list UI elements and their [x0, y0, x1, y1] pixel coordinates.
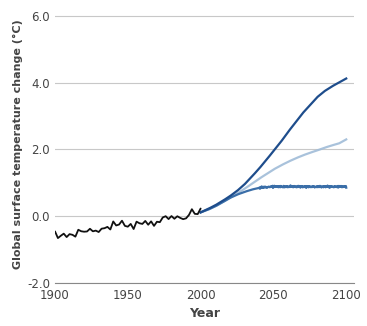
Y-axis label: Global surface temperature change (°C): Global surface temperature change (°C)	[13, 20, 23, 269]
X-axis label: Year: Year	[189, 307, 220, 320]
